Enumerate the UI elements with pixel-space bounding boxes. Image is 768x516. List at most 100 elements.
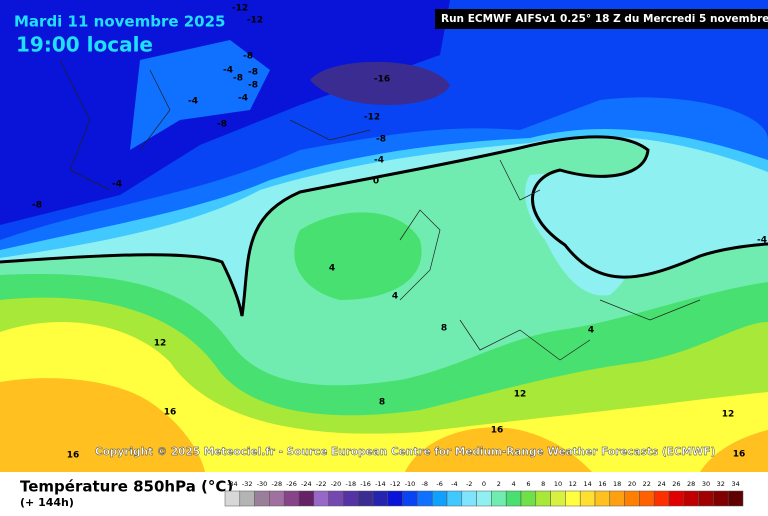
- colorbar-cell: [269, 490, 285, 507]
- colorbar-label: -32: [242, 480, 253, 488]
- colorbar-label: 14: [583, 480, 591, 488]
- contour-label: -12: [232, 4, 248, 14]
- colorbar-cell: [283, 490, 300, 507]
- colorbar-cell: [594, 490, 611, 507]
- run-info: Run ECMWF AIFSv1 0.25° 18 Z du Mercredi …: [441, 13, 768, 25]
- contour-label: 16: [733, 450, 746, 460]
- colorbar-label: -26: [286, 480, 297, 488]
- contour-label: -4: [238, 94, 248, 104]
- colorbar-label: 28: [687, 480, 695, 488]
- colorbar-cell: [624, 490, 640, 507]
- colorbar-label: 24: [657, 480, 665, 488]
- contour-label: -8: [376, 135, 386, 145]
- colorbar-label: 20: [628, 480, 636, 488]
- colorbar-label: 16: [598, 480, 606, 488]
- colorbar-cell: [520, 490, 537, 507]
- temperature-zone: [700, 430, 768, 472]
- colorbar-label: 30: [702, 480, 710, 488]
- contour-label: 4: [588, 326, 594, 336]
- colorbar-cell: [254, 490, 270, 507]
- colorbar-cell: [417, 490, 433, 507]
- contour-label: -4: [223, 66, 233, 76]
- colorbar-label: 6: [526, 480, 530, 488]
- colorbar-cell: [698, 490, 714, 507]
- copyright: Copyright © 2025 Meteociel.fr - Source E…: [95, 446, 716, 458]
- colorbar-cell: [653, 490, 670, 507]
- colorbar-label: 22: [643, 480, 651, 488]
- colorbar-label: -14: [375, 480, 386, 488]
- colorbar-cell: [224, 490, 241, 507]
- colorbar-cell: [713, 490, 729, 507]
- colorbar-cell: [387, 490, 403, 507]
- colorbar-cell: [505, 490, 522, 507]
- colorbar-label: 34: [731, 480, 739, 488]
- colorbar-label: 8: [541, 480, 545, 488]
- contour-label: -8: [217, 120, 227, 130]
- contour-label: -8: [243, 52, 253, 62]
- colorbar-cell: [535, 490, 551, 507]
- colorbar-cell: [476, 490, 492, 507]
- contour-label: -8: [233, 74, 243, 84]
- colorbar-cell: [298, 490, 315, 507]
- colorbar-label: 0: [482, 480, 486, 488]
- temperature-zone: [405, 427, 592, 472]
- colorbar-label: -12: [390, 480, 401, 488]
- contour-label: 16: [491, 426, 504, 436]
- colorbar-label: 12: [569, 480, 577, 488]
- colorbar-label: -24: [301, 480, 312, 488]
- zero-contour: [0, 135, 768, 317]
- contour-label: 8: [379, 398, 385, 408]
- contour-label: 4: [329, 264, 335, 274]
- contour-label: 12: [722, 410, 735, 420]
- colorbar-cell: [683, 490, 699, 507]
- colorbar-cell: [446, 490, 463, 507]
- colorbar-cell: [372, 490, 389, 507]
- temperature-zone: [0, 322, 768, 472]
- colorbar-cell: [461, 490, 477, 507]
- colorbar-cell: [313, 490, 329, 507]
- contour-label: 0: [373, 177, 379, 187]
- colorbar-label: 18: [613, 480, 621, 488]
- contour-label: -16: [374, 75, 390, 85]
- colorbar-cell: [343, 490, 359, 507]
- colorbar-label: -2: [466, 480, 472, 488]
- colorbar-label: -20: [331, 480, 342, 488]
- colorbar-label: -8: [422, 480, 428, 488]
- contour-label: 16: [67, 451, 80, 461]
- colorbar-cell: [609, 490, 625, 507]
- contour-label: 12: [154, 339, 167, 349]
- contour-label: 12: [514, 390, 527, 400]
- colorbar-cell: [239, 490, 255, 507]
- coastline: [59, 59, 701, 361]
- colorbar-cell: [668, 490, 685, 507]
- contour-label: -8: [32, 201, 42, 211]
- footer-title: Température 850hPa (°C): [20, 478, 233, 496]
- colorbar-cell: [402, 490, 418, 507]
- date: Mardi 11 novembre 2025: [14, 13, 226, 31]
- contour-label: -4: [374, 156, 384, 166]
- colorbar-cell: [565, 490, 581, 507]
- colorbar-label: -18: [345, 480, 356, 488]
- colorbar-cell: [550, 490, 566, 507]
- run-box: [435, 9, 768, 29]
- colorbar-cell: [579, 490, 596, 507]
- colorbar-label: -4: [451, 480, 457, 488]
- temperature-zone: [130, 40, 270, 150]
- colorbar-label: -6: [436, 480, 442, 488]
- contour-label: 4: [392, 292, 398, 302]
- colorbar: -34 -32 -30 -28 -26 -24 -22 -20 -18 -16 -14 -12 -10-…: [224, 480, 744, 507]
- colorbar-label: -34: [227, 480, 238, 488]
- time: 19:00 locale: [16, 33, 153, 57]
- contour-label: 8: [441, 324, 447, 334]
- colorbar-label: 32: [717, 480, 725, 488]
- colorbar-label: -28: [271, 480, 282, 488]
- contour-label: -8: [248, 68, 258, 78]
- contour-label: -8: [248, 81, 258, 91]
- contour-label: -4: [112, 180, 122, 190]
- colorbar-label: 10: [554, 480, 562, 488]
- temperature-zone: [0, 378, 205, 472]
- contour-label: -12: [247, 16, 263, 26]
- colorbar-cell: [727, 490, 744, 507]
- colorbar-cell: [431, 490, 448, 507]
